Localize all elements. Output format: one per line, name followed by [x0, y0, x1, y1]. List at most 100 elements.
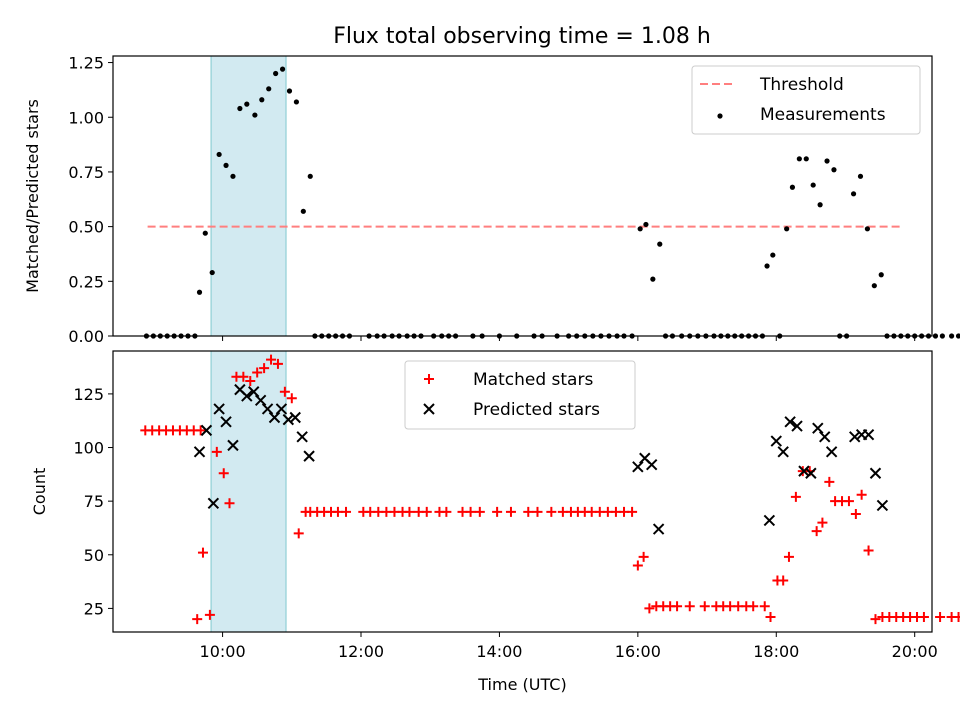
data-point	[638, 551, 649, 562]
legend-box	[404, 360, 636, 430]
data-point	[764, 263, 770, 269]
data-point	[230, 173, 236, 179]
data-point	[627, 506, 638, 517]
y-tick-label: 0.75	[68, 163, 104, 182]
data-point	[293, 99, 300, 105]
data-point	[657, 241, 663, 247]
data-point	[293, 528, 304, 539]
data-point	[492, 506, 503, 517]
data-point	[949, 333, 955, 339]
data-point	[341, 506, 352, 517]
data-point	[824, 476, 835, 487]
data-point	[843, 496, 854, 507]
y-tick-label: 1.00	[68, 108, 104, 127]
y-tick-label: 1.25	[68, 54, 104, 73]
data-point	[207, 497, 220, 510]
data-point	[932, 333, 939, 339]
data-point	[244, 101, 250, 107]
data-point	[223, 162, 229, 168]
highlight-span	[210, 55, 287, 337]
data-point	[955, 333, 960, 339]
legend: Threshold Measurements	[691, 65, 921, 135]
x-axis-label: Time (UTC)	[477, 675, 566, 694]
data-point	[279, 66, 286, 72]
data-point	[791, 420, 803, 432]
data-point	[505, 506, 516, 517]
data-point	[532, 506, 543, 517]
y-axis-label: Count	[30, 468, 49, 516]
data-point	[303, 450, 315, 462]
data-point	[216, 151, 222, 158]
legend-box	[691, 65, 921, 135]
data-point	[272, 358, 283, 369]
data-point	[953, 611, 960, 622]
data-point	[252, 112, 258, 118]
data-point	[644, 603, 655, 614]
data-point	[789, 184, 796, 190]
data-point	[812, 422, 824, 434]
data-point	[856, 489, 867, 500]
data-point	[778, 575, 789, 586]
data-point	[831, 167, 837, 173]
data-point	[195, 425, 206, 436]
data-point	[870, 614, 881, 625]
y-axis-label: Matched/Predicted stars	[23, 99, 42, 293]
data-point	[811, 526, 822, 537]
data-point	[864, 226, 871, 232]
data-point	[805, 467, 817, 479]
data-point	[238, 371, 249, 382]
data-point	[817, 517, 828, 528]
data-point	[637, 226, 643, 232]
data-point	[224, 498, 235, 509]
data-point	[227, 439, 239, 452]
data-point	[825, 446, 838, 458]
data-point	[748, 601, 759, 612]
data-point	[784, 226, 790, 232]
data-point	[824, 158, 830, 164]
data-point	[672, 601, 683, 612]
data-point	[819, 431, 831, 443]
top-panel: 0.00 0.25 0.50 0.75 1.00 1.25 Matched/Predicte…	[23, 54, 960, 346]
y-tick-label: 50	[84, 546, 104, 565]
data-point	[300, 208, 306, 214]
data-point	[652, 523, 665, 535]
axes-frame	[112, 350, 933, 633]
legend-label: Predicted stars	[473, 400, 600, 420]
legend-label: Measurements	[760, 105, 886, 125]
data-point	[286, 88, 293, 94]
data-point	[798, 465, 810, 477]
data-point	[632, 461, 644, 473]
data-point	[254, 394, 267, 407]
data-point	[817, 202, 823, 208]
data-point	[211, 446, 222, 457]
data-point	[849, 431, 861, 443]
data-point	[213, 403, 225, 415]
data-point	[918, 611, 929, 622]
data-point	[857, 173, 864, 179]
data-point	[273, 70, 279, 77]
data-point	[790, 491, 801, 502]
legend-label: Matched stars	[473, 370, 593, 390]
x-tick-label: 18:00	[753, 642, 799, 661]
data-point	[863, 545, 874, 556]
axes-frame	[112, 55, 933, 337]
data-point	[193, 446, 206, 458]
data-point	[266, 354, 277, 365]
data-point	[220, 416, 232, 428]
data-point	[474, 506, 485, 517]
data-point	[204, 609, 215, 620]
data-point	[939, 333, 945, 339]
data-point	[202, 230, 208, 236]
data-point	[803, 156, 809, 162]
y-tick-label: 75	[84, 492, 104, 511]
data-point	[441, 506, 452, 517]
data-point	[850, 509, 861, 520]
data-point	[784, 416, 796, 428]
data-point	[245, 376, 256, 387]
legend-marker	[717, 113, 723, 119]
data-point	[286, 393, 297, 404]
chart-title: Flux total observing time = 1.08 h	[333, 24, 711, 49]
x-tick-label: 16:00	[615, 642, 661, 661]
data-point	[699, 601, 710, 612]
